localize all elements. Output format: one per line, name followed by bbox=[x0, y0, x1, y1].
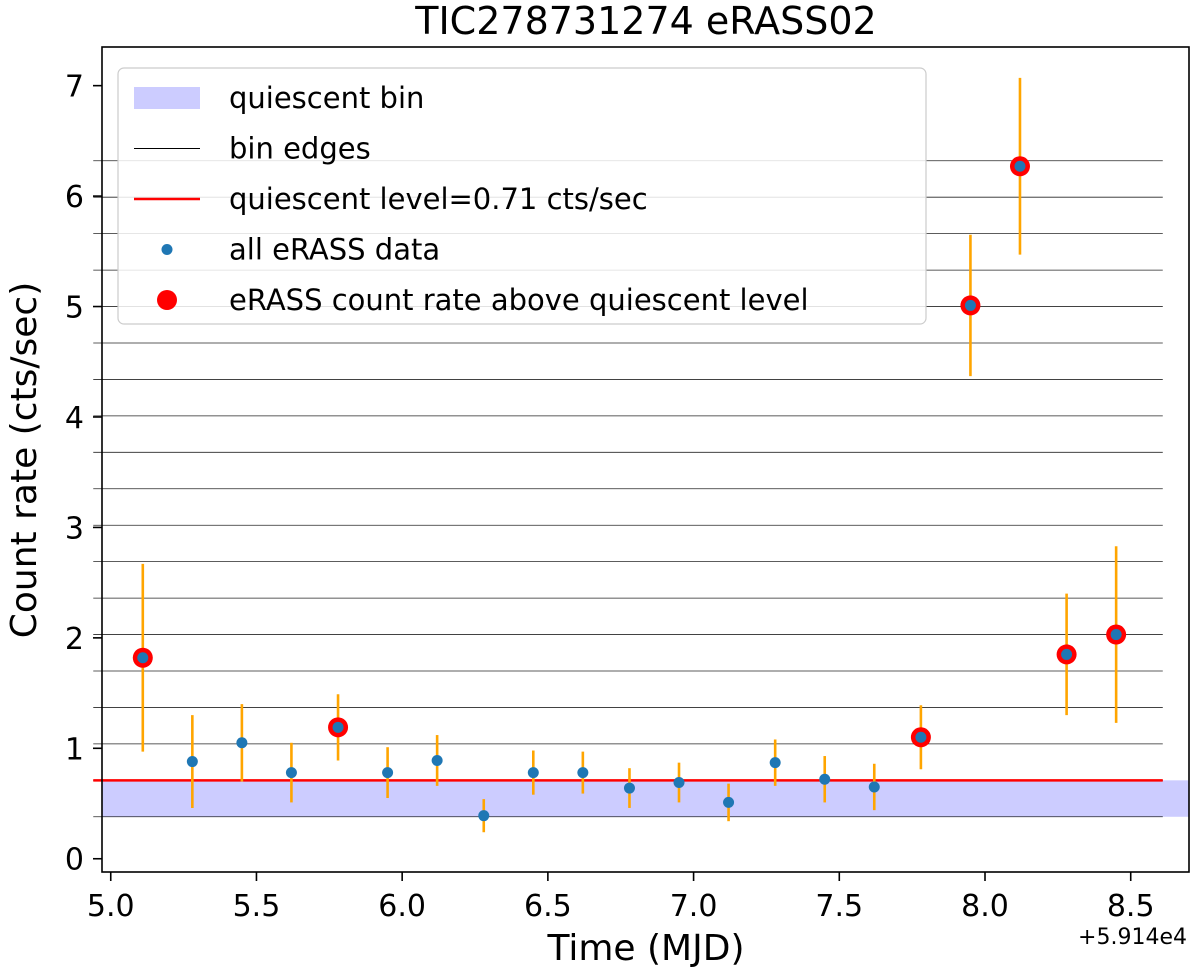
legend: quiescent bin bin edges quiescent level=0.… bbox=[117, 67, 927, 325]
data-point-13 bbox=[769, 757, 781, 769]
data-point-20 bbox=[1110, 629, 1122, 641]
x-tick-label-2: 6.0 bbox=[378, 889, 426, 924]
y-tick-label-5: 5 bbox=[65, 291, 84, 326]
plot-frame bbox=[101, 46, 1190, 873]
x-tick-label-1: 5.5 bbox=[233, 889, 281, 924]
data-point-16 bbox=[915, 731, 927, 743]
y-tick-label-2: 2 bbox=[65, 622, 84, 657]
data-point-4 bbox=[332, 721, 344, 733]
y-tick-label-7: 7 bbox=[65, 70, 84, 105]
legend-label-0: quiescent bin bbox=[229, 81, 424, 115]
legend-swatch-above-level bbox=[157, 290, 177, 310]
legend-box bbox=[117, 67, 927, 325]
data-point-9 bbox=[577, 767, 589, 779]
data-point-6 bbox=[431, 754, 443, 766]
chart-title: TIC278731274 eRASS02 bbox=[414, 0, 876, 43]
data-point-7 bbox=[478, 810, 490, 822]
y-tick-label-3: 3 bbox=[65, 511, 84, 546]
x-offset-label: +5.914e4 bbox=[1078, 925, 1187, 950]
x-tick-label-5: 7.5 bbox=[815, 889, 863, 924]
data-point-3 bbox=[285, 767, 297, 779]
data-point-14 bbox=[819, 773, 831, 785]
y-tick-label-6: 6 bbox=[65, 180, 84, 215]
x-tick-label-4: 7.0 bbox=[670, 889, 718, 924]
legend-label-4: eRASS count rate above quiescent level bbox=[229, 283, 809, 317]
data-point-0 bbox=[137, 652, 149, 664]
x-axis-title: Time (MJD) bbox=[546, 928, 744, 969]
data-point-5 bbox=[382, 767, 394, 779]
legend-swatch-all-data bbox=[161, 244, 173, 255]
data-point-8 bbox=[527, 767, 539, 779]
data-point-10 bbox=[623, 782, 635, 794]
x-tick-label-6: 8.0 bbox=[961, 889, 1009, 924]
data-point-1 bbox=[186, 756, 198, 768]
y-axis-title: Count rate (cts/sec) bbox=[4, 282, 45, 639]
legend-label-1: bin edges bbox=[229, 132, 371, 166]
data-point-18 bbox=[1014, 160, 1026, 172]
legend-swatch-quiescent-bin bbox=[134, 87, 200, 109]
data-point-15 bbox=[868, 781, 880, 793]
x-tick-label-0: 5.0 bbox=[87, 889, 135, 924]
data-point-11 bbox=[673, 777, 685, 789]
data-point-19 bbox=[1061, 648, 1073, 660]
y-tick-label-4: 4 bbox=[65, 401, 84, 436]
data-point-2 bbox=[236, 737, 248, 749]
quiescent-bin-band bbox=[102, 780, 1189, 817]
data-point-12 bbox=[723, 796, 735, 808]
data-point-17 bbox=[964, 299, 976, 311]
y-tick-label-1: 1 bbox=[65, 732, 84, 767]
x-tick-label-3: 6.5 bbox=[524, 889, 572, 924]
y-tick-label-0: 0 bbox=[65, 843, 84, 878]
legend-label-3: all eRASS data bbox=[229, 233, 440, 267]
x-tick-label-7: 8.5 bbox=[1107, 889, 1155, 924]
legend-label-2: quiescent level=0.71 cts/sec bbox=[229, 182, 648, 216]
